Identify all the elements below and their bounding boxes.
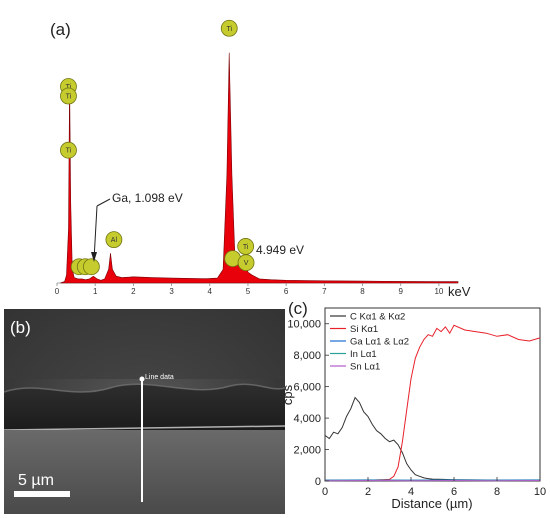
- linescan-y-axis-label: cps: [280, 384, 295, 405]
- linescan-x-tick-label: 8: [494, 486, 500, 498]
- linescan-x-tick-label: 2: [365, 486, 371, 498]
- spectrum-x-tick-label: 1: [93, 287, 98, 296]
- sem-image-panel: Line data 5 µm (b): [3, 309, 286, 514]
- element-marker-label: V: [244, 260, 249, 267]
- linescan-x-tick-label: 10: [534, 486, 546, 498]
- spectrum-x-tick-label: 4: [208, 287, 213, 296]
- spectrum-series-0: [60, 52, 459, 284]
- element-marker: [60, 141, 77, 159]
- linescan-x-tick-label: 4: [408, 486, 414, 498]
- ga-annotation-leader: [93, 205, 98, 261]
- line-scan-label: Line data: [145, 374, 174, 381]
- linescan-y-tick-label: 0: [315, 476, 321, 488]
- spectrum-x-tick-label: 2: [131, 287, 136, 296]
- element-marker-label: Ti: [66, 84, 72, 91]
- element-marker-label: Ti: [243, 244, 249, 251]
- panel-a-label: (a): [50, 20, 71, 39]
- element-marker: [82, 258, 100, 276]
- scale-bar-label: 5 µm: [18, 472, 54, 489]
- spectrum-x-tick-label: 3: [169, 287, 174, 296]
- sem-layer-top-edge: [3, 383, 286, 393]
- ga-annotation-text: Ga, 1.098 eV: [112, 191, 183, 205]
- linescan-y-tick-label: 8,000: [293, 350, 321, 362]
- element-marker: [60, 87, 77, 105]
- linescan-y-tick-label: 4,000: [293, 413, 321, 425]
- element-marker: [237, 254, 255, 272]
- spectrum-x-tick-label: 7: [322, 287, 327, 296]
- element-marker: [220, 19, 238, 37]
- spectrum-x-tick-label: 8: [360, 287, 365, 296]
- element-marker: [105, 231, 123, 249]
- spectrum-x-tick-label: 10: [434, 287, 443, 296]
- linescan-panel: (c) 0 2 4 6 8 10 0 2,000 4,000 6,000 8,000 10,000 C…: [280, 299, 546, 511]
- legend-entry: In Lα1: [350, 349, 377, 360]
- panel-b-label: (b): [10, 318, 31, 337]
- linescan-y-tick-label: 6,000: [293, 382, 321, 394]
- linescan-x-tick-label: 6: [451, 486, 457, 498]
- element-marker-label: Ti: [66, 148, 72, 155]
- sem-interface-line: [3, 425, 286, 431]
- spectrum-x-axis-label: keV: [448, 284, 471, 299]
- linescan-x-tick-label: 0: [322, 486, 328, 498]
- linescan-x-axis-label: Distance (µm): [391, 496, 472, 511]
- sem-coating-layer: [4, 384, 285, 430]
- linescan-series-0: [324, 396, 540, 481]
- legend-entry: Si Kα1: [350, 324, 378, 335]
- linescan-series-1: [325, 324, 541, 481]
- linescan-y-tick-label: 10,000: [287, 319, 321, 331]
- scale-bar: [14, 491, 70, 497]
- spectrum-x-tick-label: 5: [246, 287, 251, 296]
- ga-annotation-arrowhead: [91, 252, 97, 262]
- spectrum-x-tick-label: 9: [398, 287, 403, 296]
- sem-substrate-region: [4, 430, 285, 514]
- element-marker-label: Ti: [226, 26, 232, 33]
- legend-entry: Sn Lα1: [350, 362, 380, 373]
- spectrum-x-tick-label: 6: [284, 287, 289, 296]
- element-marker-label: Ti: [66, 94, 72, 101]
- v-annotation-text: 4.949 eV: [256, 243, 304, 257]
- legend-entry: C Kα1 & Kα2: [350, 312, 405, 323]
- ga-annotation-elbow: [96, 198, 111, 207]
- element-marker-label: Al: [111, 237, 118, 244]
- linescan-y-tick-label: 2,000: [293, 445, 321, 457]
- legend-entry: Ga Lα1 & Lα2: [350, 337, 409, 348]
- line-scan-start: [139, 376, 145, 382]
- sem-image-top-region: [4, 309, 285, 379]
- panel-c-label: (c): [288, 299, 308, 318]
- spectrum-panel: (a) 0 1 2 3 4 5 6 7 8 9 10 Ti Ti Ti Ti Al Ti V keV Ga, 1…: [50, 19, 471, 299]
- spectrum-x-tick-label: 0: [55, 287, 60, 296]
